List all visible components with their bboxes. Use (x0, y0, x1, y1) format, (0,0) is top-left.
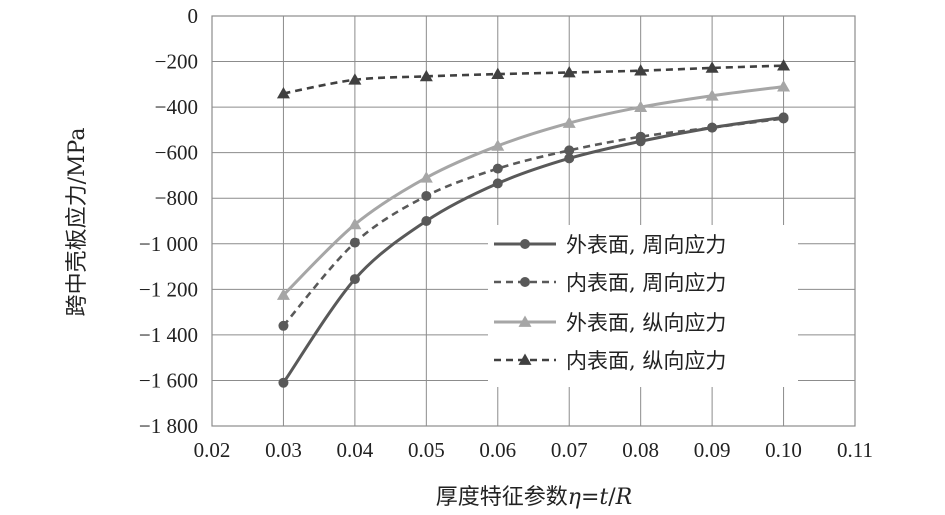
data-point-triangle (777, 59, 791, 71)
legend-item-4: 内表面, 纵向应力 (494, 349, 726, 373)
x-tick-label: 0.02 (194, 438, 231, 462)
legend-background (488, 225, 798, 387)
data-point-triangle (419, 171, 433, 183)
data-point-triangle (276, 86, 290, 99)
x-axis-label-eta: η (568, 485, 581, 510)
x-axis-label-prefix: 厚度特征参数 (436, 485, 568, 510)
data-point-triangle (276, 288, 290, 300)
plot-frame (211, 15, 856, 427)
y-tick-label: −1 600 (139, 368, 198, 392)
x-tick-label: 0.08 (622, 438, 659, 462)
data-point-triangle (518, 353, 532, 365)
data-point-triangle (518, 315, 532, 327)
y-tick-label: −1 800 (139, 414, 198, 438)
data-point-circle (421, 190, 432, 201)
data-point-circle (349, 237, 360, 248)
legend-item-2: 内表面, 周向应力 (494, 271, 726, 295)
x-axis-label-t: t (599, 485, 608, 510)
data-point-triangle (634, 100, 648, 112)
series-layer (276, 59, 791, 388)
series-line (283, 64, 784, 95)
data-point-triangle (348, 73, 362, 85)
y-tick-label: −1 200 (139, 277, 198, 301)
y-tick-label: −200 (155, 50, 198, 74)
data-point-circle (778, 113, 789, 124)
data-point-circle (635, 131, 646, 142)
data-point-circle (492, 178, 503, 189)
series-2 (278, 113, 789, 331)
data-point-triangle (491, 67, 505, 79)
x-axis-tick-labels: 0.02 0.03 0.04 0.05 0.06 0.07 0.08 0.09 0.10 0.11 (194, 438, 873, 462)
legend-label: 内表面, 纵向应力 (566, 349, 726, 373)
x-tick-label: 0.10 (765, 438, 802, 462)
x-tick-label: 0.09 (694, 438, 731, 462)
data-point-circle (564, 153, 575, 164)
data-point-triangle (419, 69, 433, 82)
legend-label: 外表面, 周向应力 (566, 233, 726, 257)
data-point-triangle (348, 217, 362, 230)
y-tick-label: −400 (155, 95, 198, 119)
data-point-circle (520, 239, 530, 249)
data-point-circle (564, 145, 575, 156)
data-point-triangle (562, 116, 576, 128)
y-tick-label: −1 000 (139, 232, 198, 256)
x-axis-label-slash: / (608, 485, 616, 510)
y-tick-label: −600 (155, 141, 198, 165)
data-point-circle (278, 377, 289, 388)
x-tick-label: 0.03 (265, 438, 302, 462)
x-tick-label: 0.04 (337, 438, 374, 462)
data-point-triangle (777, 80, 791, 92)
data-point-circle (349, 274, 360, 285)
x-axis-label-R: R (615, 485, 633, 510)
legend-item-1: 外表面, 周向应力 (494, 233, 726, 257)
data-point-circle (278, 320, 289, 331)
legend-label: 内表面, 周向应力 (566, 271, 726, 295)
series-4 (276, 59, 791, 99)
data-point-triangle (634, 64, 648, 76)
x-tick-label: 0.05 (408, 438, 445, 462)
legend-item-3: 外表面, 纵向应力 (494, 311, 726, 335)
y-tick-label: −800 (155, 186, 198, 210)
data-point-triangle (705, 61, 719, 73)
y-tick-label: −1 400 (139, 323, 198, 347)
data-point-circle (520, 277, 530, 287)
data-point-circle (707, 122, 718, 133)
x-axis-label: 厚度特征参数η=t/R (436, 485, 632, 510)
x-axis-label-equals: = (581, 485, 599, 510)
data-point-circle (492, 163, 503, 174)
data-point-triangle (705, 89, 719, 101)
data-point-triangle (491, 139, 505, 151)
series-3 (276, 80, 791, 300)
y-axis-tick-labels: 0 −200 −400 −600 −800 −1 000 −1 200 −1 400 −1 60… (139, 4, 198, 438)
x-tick-label: 0.07 (551, 438, 588, 462)
data-point-triangle (562, 65, 576, 78)
legend-label: 外表面, 纵向应力 (566, 311, 726, 335)
y-axis-label: 跨中壳板应力/MPa (65, 128, 90, 317)
y-tick-label: 0 (188, 4, 199, 28)
x-tick-label: 0.06 (479, 438, 516, 462)
data-point-circle (421, 216, 432, 226)
x-tick-label: 0.11 (837, 438, 873, 462)
